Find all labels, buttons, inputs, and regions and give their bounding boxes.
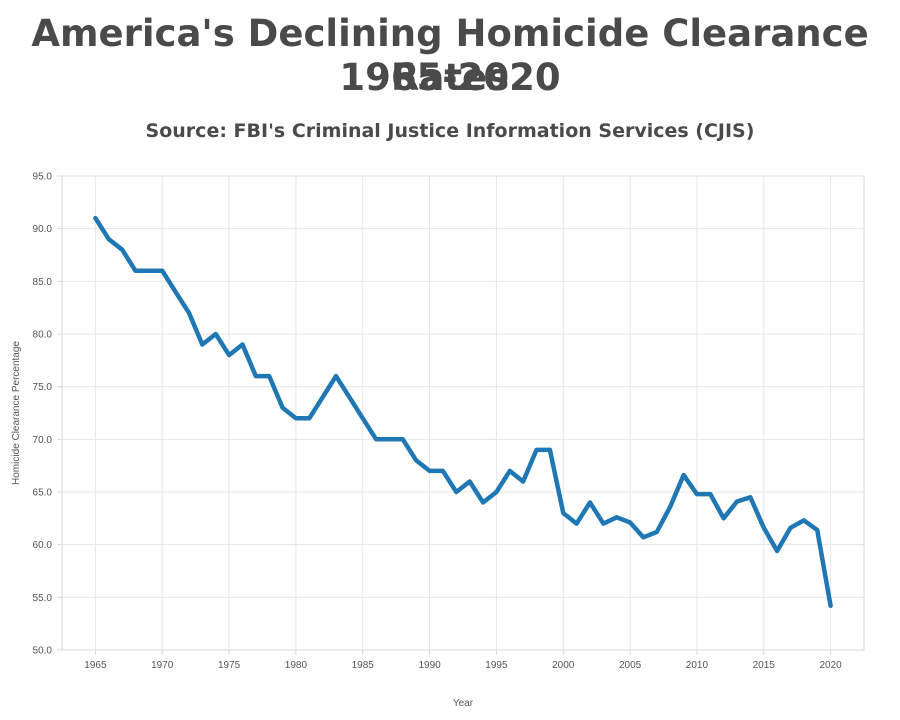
- data-point: [347, 395, 351, 399]
- x-tick-label: 2015: [753, 660, 776, 671]
- y-axis-ticks: 50.0 55.0 60.0 65.0 70.0 75.0 80.0 85.0 90.0 95.0: [33, 172, 62, 657]
- data-point: [695, 492, 699, 496]
- data-point: [815, 528, 819, 532]
- x-tick-label: 1970: [151, 660, 174, 671]
- data-point: [722, 516, 726, 520]
- data-point: [294, 416, 298, 420]
- y-tick-label: 60.0: [33, 540, 53, 551]
- x-tick-label: 1965: [84, 660, 107, 671]
- y-tick-label: 80.0: [33, 330, 53, 341]
- series-layer: [93, 215, 833, 609]
- data-point: [361, 416, 365, 420]
- data-point: [267, 374, 271, 378]
- data-point: [615, 515, 619, 519]
- y-tick-label: 85.0: [33, 277, 53, 288]
- data-point: [508, 469, 512, 473]
- data-point: [240, 343, 244, 347]
- data-point: [321, 395, 325, 399]
- x-tick-label: 1985: [352, 660, 375, 671]
- x-axis-label: Year: [453, 698, 474, 709]
- data-point: [441, 469, 445, 473]
- data-point: [374, 437, 378, 441]
- x-tick-label: 1995: [485, 660, 508, 671]
- plot-frame: [61, 175, 865, 651]
- series-line: [93, 215, 833, 609]
- data-point: [414, 458, 418, 462]
- chart-title-line-2: 1965-2020: [339, 56, 561, 99]
- data-point: [788, 526, 792, 530]
- data-point: [708, 492, 712, 496]
- data-point: [468, 479, 472, 483]
- x-tick-label: 2020: [819, 660, 842, 671]
- data-point: [160, 269, 164, 273]
- data-point: [481, 501, 485, 505]
- data-point: [281, 406, 285, 410]
- data-point: [561, 511, 565, 515]
- x-tick-label: 1975: [218, 660, 241, 671]
- data-point: [494, 490, 498, 494]
- data-point: [428, 469, 432, 473]
- data-point: [401, 437, 405, 441]
- data-point: [641, 535, 645, 539]
- y-tick-label: 75.0: [33, 382, 53, 393]
- data-point: [535, 448, 539, 452]
- data-point: [762, 526, 766, 530]
- data-point: [120, 248, 124, 252]
- x-tick-label: 2005: [619, 660, 642, 671]
- x-tick-label: 2010: [686, 660, 709, 671]
- data-point: [147, 269, 151, 273]
- x-tick-label: 2000: [552, 660, 575, 671]
- y-tick-label: 50.0: [33, 646, 53, 657]
- line-chart: 50.0 55.0 60.0 65.0 70.0 75.0 80.0 85.0 90.0 95.0…: [11, 172, 865, 709]
- y-axis-label: Homicide Clearance Percentage: [11, 341, 22, 485]
- chart-title-line-1: America's Declining Homicide Clearance R…: [31, 12, 869, 99]
- data-point: [548, 448, 552, 452]
- data-point: [187, 311, 191, 315]
- data-point: [174, 290, 178, 294]
- y-tick-label: 65.0: [33, 488, 53, 499]
- data-point: [107, 237, 111, 241]
- y-tick-label: 70.0: [33, 435, 53, 446]
- data-point: [454, 490, 458, 494]
- data-point: [93, 216, 97, 220]
- y-tick-label: 90.0: [33, 224, 53, 235]
- data-point: [387, 437, 391, 441]
- data-point: [334, 374, 338, 378]
- x-axis-ticks: 1965 1970 1975 1980 1985 1990 1995 2000 2005 2010…: [84, 650, 842, 671]
- data-point: [829, 604, 833, 608]
- data-point: [655, 530, 659, 534]
- data-point: [628, 521, 632, 525]
- data-point: [775, 549, 779, 553]
- y-tick-label: 95.0: [33, 172, 53, 183]
- data-point: [802, 518, 806, 522]
- grid-layer: [62, 175, 864, 651]
- data-point: [575, 522, 579, 526]
- x-tick-label: 1990: [418, 660, 441, 671]
- data-point: [601, 522, 605, 526]
- data-point: [748, 495, 752, 499]
- data-point: [588, 501, 592, 505]
- data-point: [521, 479, 525, 483]
- data-point: [254, 374, 258, 378]
- data-point: [134, 269, 138, 273]
- chart-subtitle: Source: FBI's Criminal Justice Informati…: [145, 120, 755, 142]
- data-point: [307, 416, 311, 420]
- y-tick-label: 55.0: [33, 593, 53, 604]
- data-point: [214, 332, 218, 336]
- data-point: [682, 473, 686, 477]
- data-point: [668, 505, 672, 509]
- data-point: [735, 499, 739, 503]
- data-point: [200, 343, 204, 347]
- data-point: [227, 353, 231, 357]
- x-tick-label: 1980: [285, 660, 308, 671]
